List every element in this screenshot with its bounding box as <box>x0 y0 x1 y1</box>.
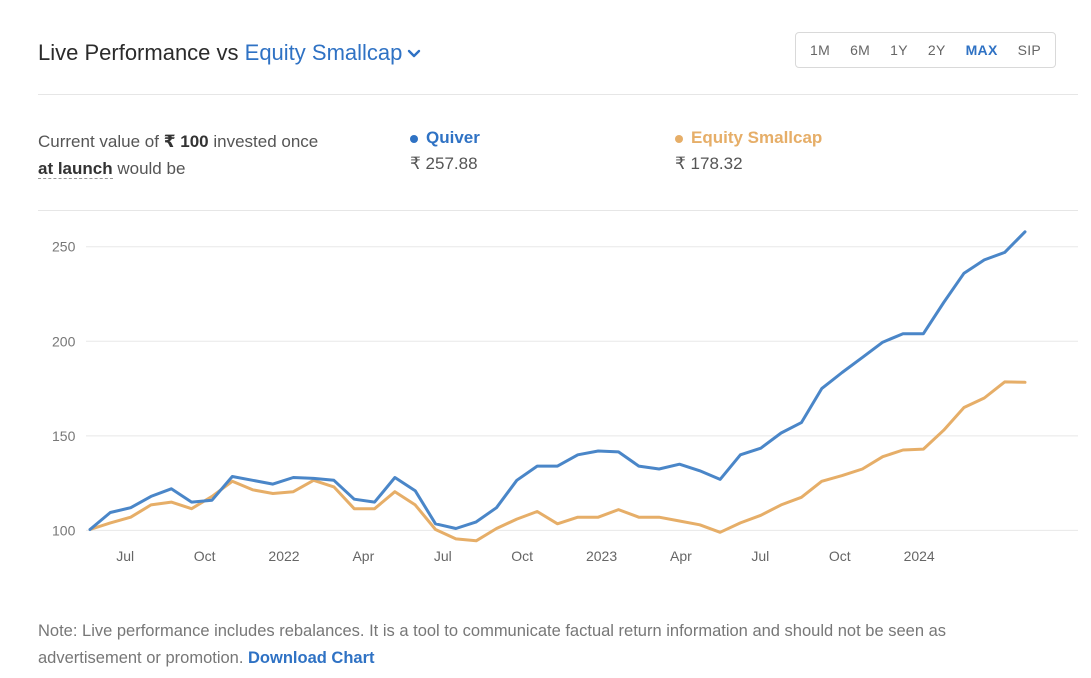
x-tick-label: Jul <box>751 548 769 564</box>
divider <box>38 210 1078 211</box>
legend-benchmark-name: Equity Smallcap <box>691 128 823 147</box>
summary-text-3: would be <box>112 159 186 178</box>
range-1m-button[interactable]: 1M <box>810 42 831 58</box>
summary-text: Current value of ₹ 100 invested once at … <box>38 128 378 182</box>
chevron-down-icon <box>408 49 421 58</box>
x-tick-label: Oct <box>511 548 533 564</box>
y-tick-label: 100 <box>52 522 76 538</box>
range-sip-button[interactable]: SIP <box>1017 42 1042 58</box>
legend-benchmark: Equity Smallcap ₹ 178.32 <box>675 128 822 174</box>
legend-quiver-value: ₹ 257.88 <box>410 154 478 173</box>
benchmark-dot-icon <box>675 134 683 143</box>
legend-benchmark-value: ₹ 178.32 <box>675 154 743 173</box>
x-tick-label: Oct <box>829 548 851 564</box>
summary: Current value of ₹ 100 invested once at … <box>38 128 1078 188</box>
y-tick-label: 250 <box>52 239 76 255</box>
x-tick-label: Jul <box>116 548 134 564</box>
x-tick-label: 2023 <box>586 548 617 564</box>
x-tick-label: Apr <box>352 548 374 564</box>
download-chart-link[interactable]: Download Chart <box>248 649 375 667</box>
summary-text-2: invested once <box>208 132 319 151</box>
performance-chart: 100 150 200 250 Jul Oct 2022 Apr Jul Oct 2023 Apr Ju… <box>52 230 1078 564</box>
range-max-button[interactable]: MAX <box>965 42 998 58</box>
chart-header: Live Performance vs Equity Smallcap 1M 6M… <box>38 32 1078 76</box>
invested-amount: ₹ 100 <box>163 132 209 151</box>
x-tick-label: Jul <box>434 548 452 564</box>
title-prefix: Live Performance vs <box>38 40 245 65</box>
range-2y-button[interactable]: 2Y <box>927 42 946 58</box>
x-tick-label: 2022 <box>268 548 299 564</box>
x-tick-label: 2024 <box>904 548 935 564</box>
quiver-dot-icon <box>410 134 418 143</box>
legend-quiver-name: Quiver <box>426 128 480 147</box>
range-1y-button[interactable]: 1Y <box>890 42 908 58</box>
x-tick-label: Oct <box>194 548 216 564</box>
range-selector: 1M 6M 1Y 2Y MAX SIP <box>795 32 1057 68</box>
benchmark-label: Equity Smallcap <box>244 40 403 65</box>
disclaimer-note: Note: Live performance includes rebalanc… <box>38 618 1048 672</box>
x-tick-label: Apr <box>670 548 692 564</box>
note-text: Note: Live performance includes rebalanc… <box>38 622 947 667</box>
y-tick-label: 200 <box>52 333 76 349</box>
divider <box>38 94 1078 95</box>
summary-text-1: Current value of <box>38 132 164 151</box>
legend-quiver: Quiver ₹ 257.88 <box>410 128 480 174</box>
page-title: Live Performance vs Equity Smallcap <box>38 40 422 66</box>
benchmark-dropdown[interactable]: Equity Smallcap <box>245 40 423 65</box>
series-line-quiver <box>88 230 1027 531</box>
y-tick-label: 150 <box>52 428 76 444</box>
at-launch-link[interactable]: at launch <box>38 159 113 179</box>
range-6m-button[interactable]: 6M <box>850 42 871 58</box>
series-line-equity-smallcap <box>88 380 1027 543</box>
